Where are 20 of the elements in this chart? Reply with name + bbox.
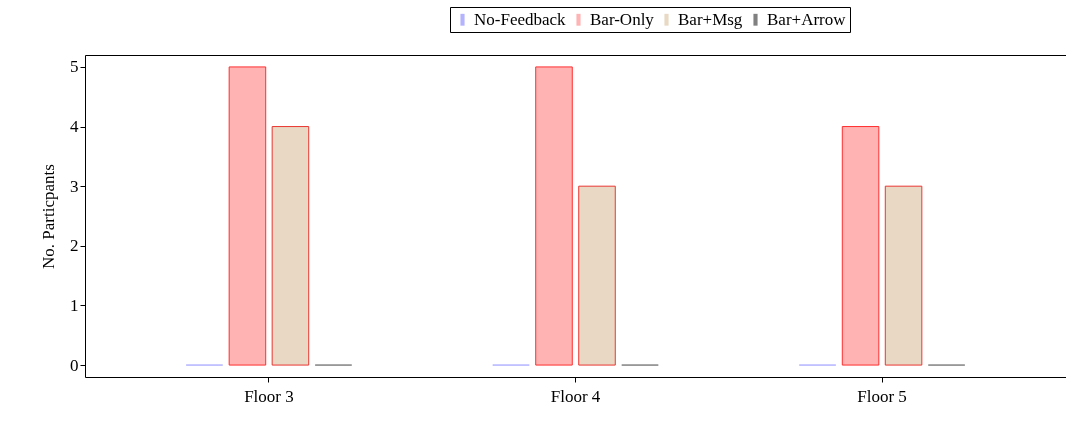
bar: [228, 66, 267, 366]
legend-label: Bar+Msg: [678, 9, 743, 29]
bar: [841, 126, 880, 366]
y-tick-label: 5: [70, 57, 79, 77]
bar: [884, 185, 923, 366]
bar: [535, 66, 573, 366]
legend-label: No-Feedback: [474, 9, 567, 29]
y-tick-label: 1: [70, 295, 79, 315]
legend-label: Bar-Only: [590, 9, 655, 29]
x-tick-label: Floor 5: [857, 386, 907, 406]
y-axis-title: No. Particpants: [39, 164, 58, 269]
y-tick-label: 2: [70, 236, 79, 256]
x-tick-label: Floor 3: [244, 386, 294, 406]
bar: [578, 185, 616, 366]
y-tick-label: 3: [70, 176, 79, 196]
y-tick-label: 0: [70, 355, 79, 375]
bar: [271, 126, 310, 366]
y-tick-label: 4: [70, 117, 79, 137]
legend-label: Bar+Arrow: [767, 9, 847, 29]
x-tick-label: Floor 4: [550, 386, 601, 406]
